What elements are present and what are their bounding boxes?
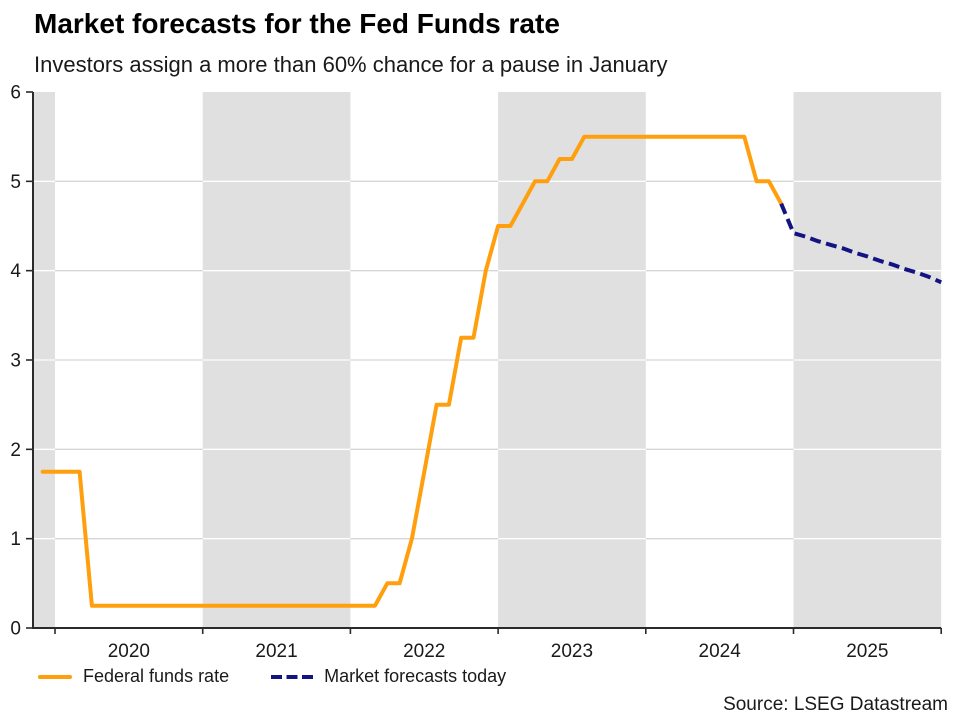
legend: Federal funds rate Market forecasts toda…: [38, 666, 506, 687]
fed-funds-chart: 0 1 2 3 4 5 6 2020 2021 2022 2023 2024 2025: [10, 83, 943, 662]
legend-label: Federal funds rate: [83, 666, 230, 686]
chart-title: Market forecasts for the Fed Funds rate: [34, 8, 560, 39]
y-tick-label: 4: [10, 261, 21, 282]
y-tick-label: 1: [10, 529, 21, 550]
y-tick-label: 0: [10, 619, 21, 640]
y-tick-label: 5: [10, 172, 21, 193]
federal-funds-rate-line: [40, 134, 784, 608]
legend-item-market-forecasts: Market forecasts today: [271, 666, 506, 687]
forecast-dashed-line-swatch: [271, 674, 314, 679]
market-forecast-line: [779, 202, 943, 285]
legend-item-federal-funds-rate: Federal funds rate: [38, 666, 229, 687]
y-tick-label: 2: [10, 440, 21, 461]
x-tick-label: 2022: [403, 641, 445, 662]
source-credit: Source: LSEG Datastream: [723, 694, 948, 715]
x-tick-label: 2024: [699, 641, 742, 662]
x-tick-label: 2023: [551, 641, 593, 662]
x-tick-label: 2020: [108, 641, 150, 662]
y-tick-label: 3: [10, 351, 21, 372]
x-tick-label: 2025: [846, 641, 888, 662]
federal-funds-line-swatch: [38, 674, 72, 679]
chart-subtitle: Investors assign a more than 60% chance …: [34, 52, 668, 77]
y-tick-label: 6: [10, 83, 21, 104]
legend-label: Market forecasts today: [324, 666, 507, 686]
x-tick-label: 2021: [255, 641, 297, 662]
